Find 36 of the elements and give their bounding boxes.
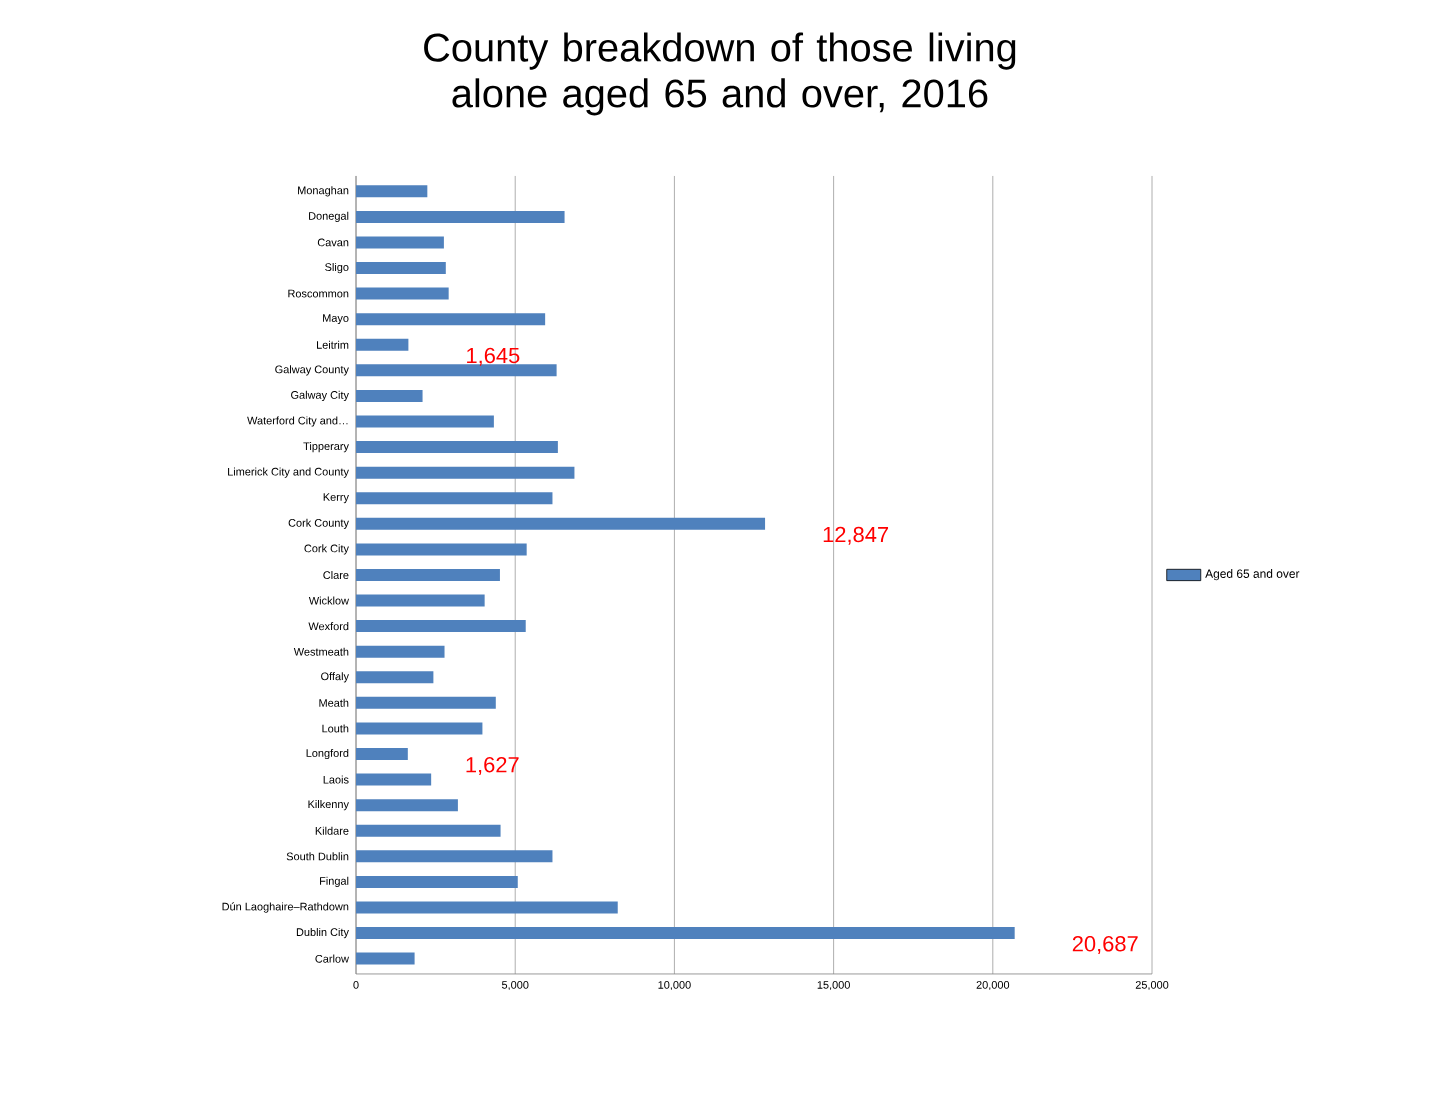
bar <box>356 568 500 581</box>
bar <box>356 543 527 556</box>
bar <box>356 236 444 249</box>
bar <box>356 262 446 275</box>
bar <box>356 313 546 326</box>
bar <box>356 696 496 709</box>
bar <box>356 517 766 530</box>
data-label: 20,687 <box>1072 936 1138 955</box>
bar <box>356 441 558 454</box>
bar <box>356 620 526 633</box>
bar <box>356 671 434 684</box>
bar <box>356 389 423 402</box>
bar <box>356 210 565 223</box>
bar <box>356 415 494 428</box>
bar <box>356 927 1015 940</box>
bar <box>356 287 449 300</box>
bar <box>356 645 445 658</box>
bar <box>356 594 485 607</box>
data-label: 12,847 <box>823 526 889 545</box>
bar <box>356 875 518 888</box>
bar <box>356 952 415 965</box>
bar <box>356 364 557 377</box>
bar <box>356 185 428 198</box>
chart-title: County breakdown of those living alone aged 65 and over, 2016 <box>424 32 1016 116</box>
bar <box>356 722 483 735</box>
bar <box>356 466 575 479</box>
bar <box>356 850 553 863</box>
bar <box>356 824 501 837</box>
data-label: 1,627 <box>466 756 519 776</box>
bar <box>356 901 618 914</box>
bar <box>356 492 553 505</box>
bar <box>356 338 409 351</box>
data-label: 1,645 <box>467 347 520 366</box>
bar <box>356 748 408 761</box>
bar <box>356 773 432 786</box>
bar <box>356 799 458 812</box>
